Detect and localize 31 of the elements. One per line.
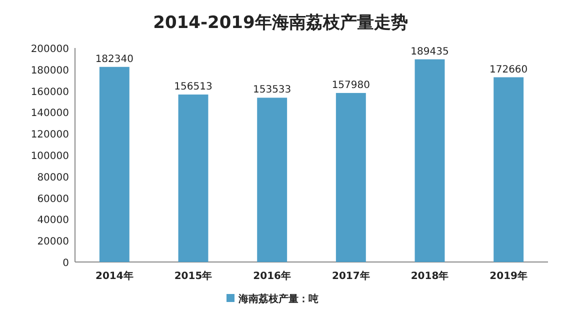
data-label: 189435 [410, 46, 449, 58]
y-tick-label: 40000 [37, 215, 69, 226]
bar [257, 98, 288, 262]
bar [178, 94, 208, 262]
data-label: 153533 [252, 84, 292, 96]
y-tick-label: 160000 [30, 86, 69, 98]
x-tick-label: 2016年 [253, 270, 292, 282]
bar [414, 59, 445, 262]
x-tick-label: 2018年 [410, 270, 449, 282]
y-tick-label: 20000 [37, 236, 69, 248]
y-tick-label: 140000 [30, 108, 69, 120]
y-tick-label: 100000 [30, 151, 69, 162]
x-tick-label: 2019年 [490, 270, 528, 282]
data-label: 172660 [489, 64, 528, 76]
x-tick-label: 2017年 [332, 270, 370, 282]
bar [99, 66, 130, 262]
bar [336, 92, 366, 262]
y-tick-label: 120000 [30, 130, 69, 141]
x-tick-label: 2015年 [174, 270, 212, 282]
data-label: 156513 [174, 82, 212, 93]
y-tick-label: 200000 [30, 44, 69, 55]
y-tick-label: 0 [62, 258, 69, 269]
y-tick-label: 80000 [37, 172, 69, 184]
data-label: 182340 [95, 54, 134, 65]
data-label: 157980 [332, 80, 370, 91]
chart-title: 2014-2019年海南荔枝产量走势 [153, 13, 408, 33]
y-tick-label: 180000 [30, 65, 69, 76]
y-tick-label: 60000 [37, 194, 69, 205]
x-tick-label: 2014年 [95, 270, 134, 282]
legend-label: 海南荔枝产量：吨 [238, 293, 318, 305]
bar [494, 77, 524, 262]
